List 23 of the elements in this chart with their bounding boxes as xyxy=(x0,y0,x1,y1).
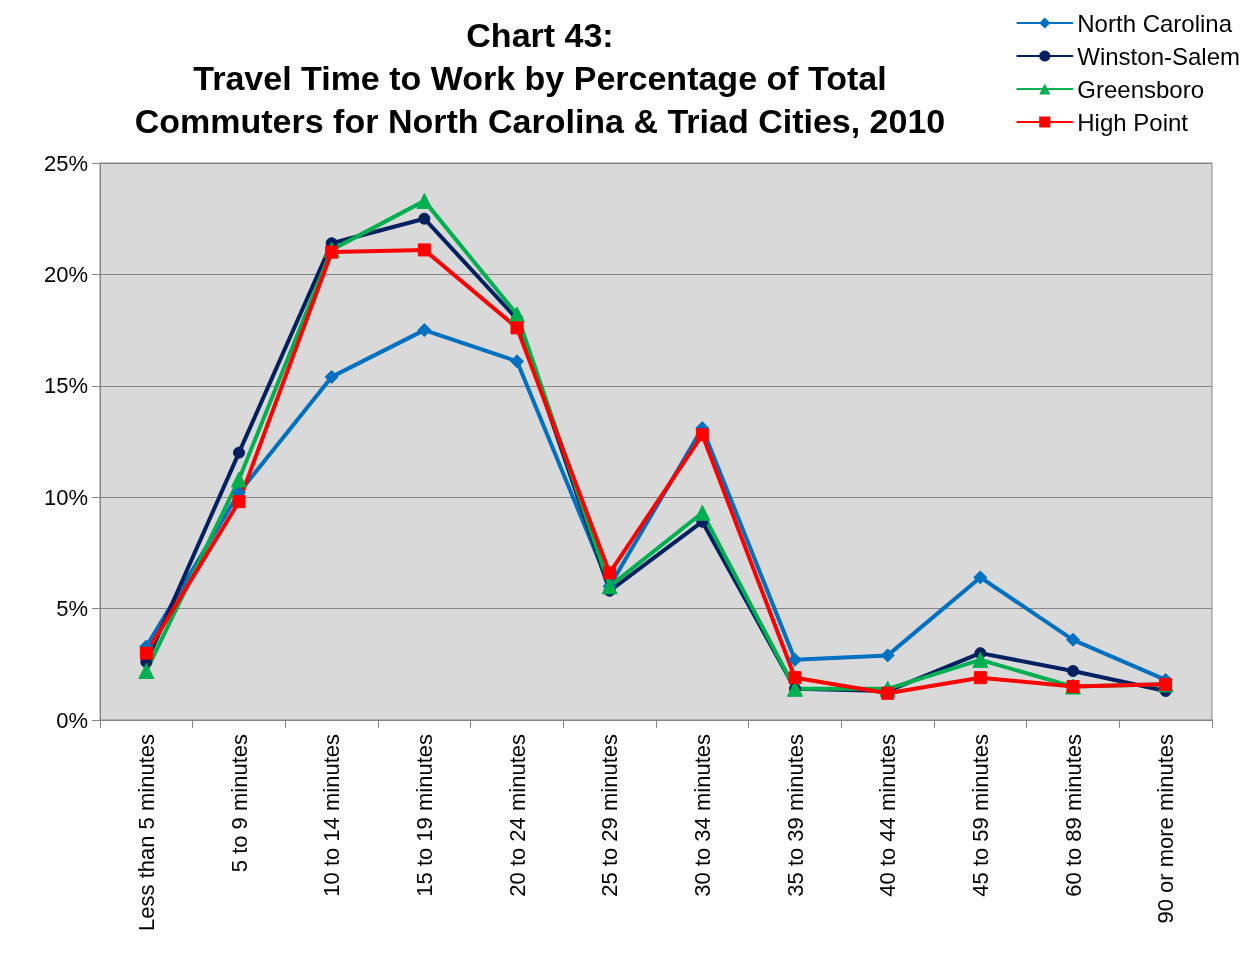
x-tick-label: 5 to 9 minutes xyxy=(226,734,252,873)
x-tick-label: 60 to 89 minutes xyxy=(1060,734,1086,897)
x-tick-label: 25 to 29 minutes xyxy=(597,734,623,897)
y-tick-label: 10% xyxy=(43,484,88,510)
x-tick-label: 90 or more minutes xyxy=(1153,734,1179,924)
y-tick-label: 5% xyxy=(56,596,88,622)
y-tick-label: 20% xyxy=(43,261,88,287)
x-tick-label: 35 to 39 minutes xyxy=(782,734,808,897)
x-tick-label: 30 to 34 minutes xyxy=(689,734,715,897)
legend-label: Greensboro xyxy=(1077,75,1205,103)
x-tick-label: 15 to 19 minutes xyxy=(411,734,437,897)
y-tick-label: 0% xyxy=(56,707,88,733)
chart-title: Chart 43: Travel Time to Work by Percentage of Total Commuters for North Carolina & Triad Cities, 2010 xyxy=(134,15,946,140)
x-tick-label: Less than 5 minutes xyxy=(133,734,159,931)
x-tick-label: 45 to 59 minutes xyxy=(967,734,993,897)
x-tick-label: 20 to 24 minutes xyxy=(504,734,530,897)
legend-label: Winston-Salem xyxy=(1077,42,1240,70)
legend-label: North Carolina xyxy=(1077,9,1233,37)
x-tick-label: 40 to 44 minutes xyxy=(875,734,901,897)
y-tick-label: 15% xyxy=(43,373,88,399)
legend-label: High Point xyxy=(1077,108,1189,136)
y-tick-label: 25% xyxy=(43,150,88,176)
x-tick-label: 10 to 14 minutes xyxy=(319,734,345,897)
